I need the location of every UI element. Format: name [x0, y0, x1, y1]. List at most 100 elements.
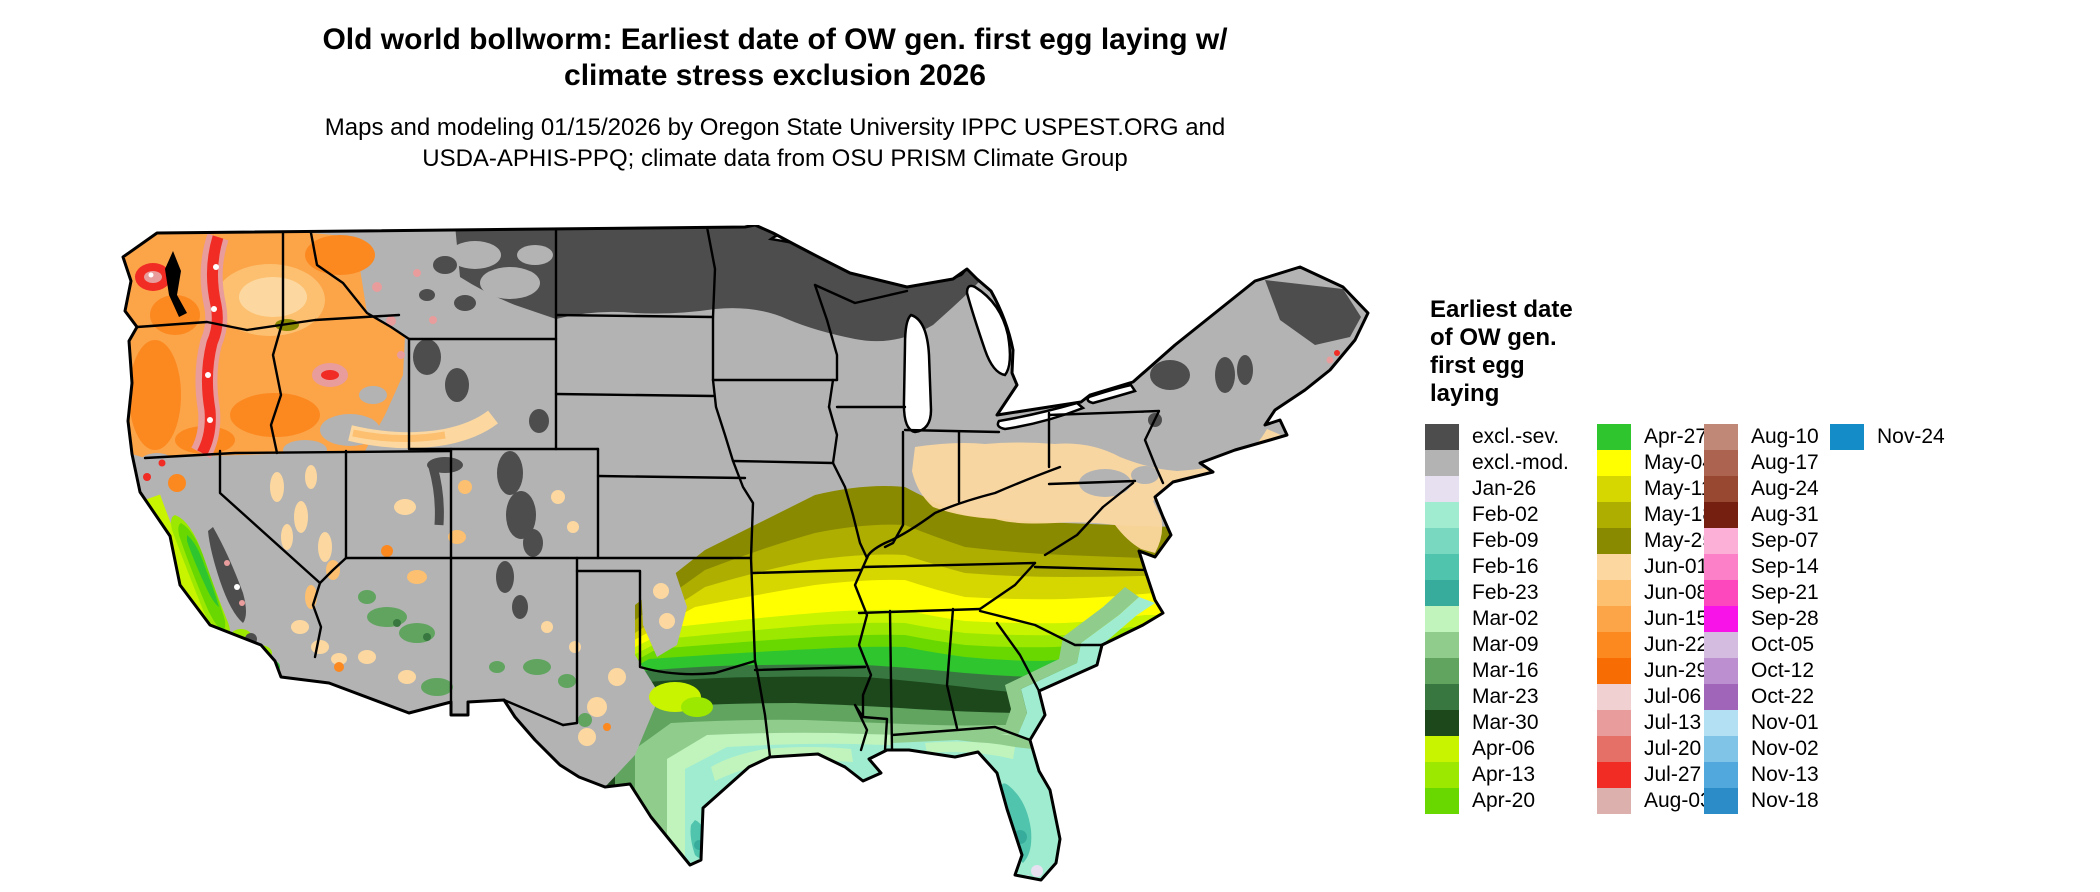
legend-item: Mar-09	[1425, 632, 1569, 658]
legend-label: Jul-13	[1644, 711, 1702, 734]
legend-item: Apr-13	[1425, 762, 1569, 788]
page-subtitle: Maps and modeling 01/15/2026 by Oregon S…	[0, 112, 1550, 174]
legend-title: Earliest date of OW gen. first egg layin…	[1430, 296, 1573, 407]
page-title: Old world bollworm: Earliest date of OW …	[0, 22, 1550, 94]
legend-swatch	[1704, 684, 1738, 710]
legend-swatch	[1704, 424, 1738, 450]
legend-label: May-18	[1644, 503, 1715, 526]
legend-label: Nov-02	[1751, 737, 1819, 760]
legend-item: Nov-01	[1704, 710, 1819, 736]
legend-item: Aug-10	[1704, 424, 1819, 450]
legend-swatch	[1704, 502, 1738, 528]
legend-swatch	[1425, 502, 1459, 528]
legend-swatch	[1704, 450, 1738, 476]
legend-item: Sep-07	[1704, 528, 1819, 554]
legend-label: Aug-17	[1751, 451, 1819, 474]
legend-item: Feb-23	[1425, 580, 1569, 606]
legend-label: Aug-10	[1751, 425, 1819, 448]
page-title-line1: Old world bollworm: Earliest date of OW …	[322, 23, 1228, 56]
legend-label: Jul-20	[1644, 737, 1702, 760]
legend-label: Jul-06	[1644, 685, 1702, 708]
legend-swatch	[1704, 554, 1738, 580]
legend-label: excl.-mod.	[1472, 451, 1569, 474]
legend-item: Sep-14	[1704, 554, 1819, 580]
legend-label: Apr-27	[1644, 425, 1708, 448]
legend-swatch	[1597, 450, 1631, 476]
legend-label: Sep-07	[1751, 529, 1819, 552]
legend-label: Oct-05	[1751, 633, 1815, 656]
legend-item: Oct-05	[1704, 632, 1819, 658]
legend-item: excl.-sev.	[1425, 424, 1569, 450]
legend-item: Jul-13	[1597, 710, 1714, 736]
page-subtitle-line2: USDA-APHIS-PPQ; climate data from OSU PR…	[422, 145, 1128, 172]
legend-item: Mar-23	[1425, 684, 1569, 710]
legend-swatch	[1597, 788, 1631, 814]
legend-swatch	[1597, 502, 1631, 528]
legend-swatch	[1704, 736, 1738, 762]
legend-label: Oct-22	[1751, 685, 1815, 708]
legend-swatch	[1425, 788, 1459, 814]
legend-label: Apr-20	[1472, 789, 1536, 812]
legend-item: May-18	[1597, 502, 1714, 528]
legend-swatch	[1425, 450, 1459, 476]
legend-item: May-11	[1597, 476, 1714, 502]
legend-label: Feb-02	[1472, 503, 1539, 526]
legend-swatch	[1597, 424, 1631, 450]
legend-label: Mar-23	[1472, 685, 1539, 708]
legend-item: Apr-20	[1425, 788, 1569, 814]
page-title-line2: climate stress exclusion 2026	[564, 59, 986, 92]
conus-outline	[121, 225, 1370, 882]
legend-swatch	[1597, 658, 1631, 684]
legend-label: Nov-01	[1751, 711, 1819, 734]
legend-swatch	[1704, 606, 1738, 632]
legend-swatch	[1597, 554, 1631, 580]
legend-swatch	[1597, 606, 1631, 632]
legend-item: Nov-24	[1830, 424, 1945, 450]
legend-item: Apr-27	[1597, 424, 1714, 450]
legend-label: Jul-27	[1644, 763, 1702, 786]
legend-item: Apr-06	[1425, 736, 1569, 762]
legend-item: Oct-12	[1704, 658, 1819, 684]
legend-item: Feb-02	[1425, 502, 1569, 528]
legend-swatch	[1704, 762, 1738, 788]
legend-label: Aug-24	[1751, 477, 1819, 500]
legend-label: Aug-31	[1751, 503, 1819, 526]
legend-label: May-25	[1644, 529, 1715, 552]
legend-item: Aug-03	[1597, 788, 1714, 814]
legend-swatch	[1597, 476, 1631, 502]
legend-label: Feb-09	[1472, 529, 1539, 552]
legend-item: Jun-22	[1597, 632, 1714, 658]
legend-column-4: Nov-24	[1830, 424, 1945, 450]
legend-label: Jun-08	[1644, 581, 1709, 604]
legend-label: Mar-16	[1472, 659, 1539, 682]
legend-item: May-04	[1597, 450, 1714, 476]
legend-item: Sep-28	[1704, 606, 1819, 632]
legend-swatch	[1425, 658, 1459, 684]
legend-swatch	[1425, 762, 1459, 788]
legend-swatch	[1704, 658, 1738, 684]
legend-swatch	[1597, 710, 1631, 736]
legend-item: Feb-16	[1425, 554, 1569, 580]
legend-item: Aug-17	[1704, 450, 1819, 476]
legend-item: Jun-29	[1597, 658, 1714, 684]
legend-swatch	[1704, 476, 1738, 502]
legend-label: Nov-13	[1751, 763, 1819, 786]
legend-swatch	[1425, 528, 1459, 554]
legend-swatch	[1425, 684, 1459, 710]
legend-label: Sep-28	[1751, 607, 1819, 630]
legend-label: Sep-14	[1751, 555, 1819, 578]
legend-swatch	[1830, 424, 1864, 450]
legend-column-2: Apr-27 May-04 May-11 May-18 May-25 Jun-01 Jun-…	[1597, 424, 1714, 814]
legend-item: Aug-24	[1704, 476, 1819, 502]
legend-label: Feb-23	[1472, 581, 1539, 604]
legend-swatch	[1425, 606, 1459, 632]
legend-item: Jun-01	[1597, 554, 1714, 580]
legend-column-1: excl.-sev. excl.-mod. Jan-26 Feb-02 Feb-09 Fe…	[1425, 424, 1569, 814]
legend-swatch	[1425, 424, 1459, 450]
legend-item: Jul-06	[1597, 684, 1714, 710]
conus-map	[115, 225, 1371, 885]
legend-swatch	[1425, 476, 1459, 502]
legend-label: Sep-21	[1751, 581, 1819, 604]
legend-label: Aug-03	[1644, 789, 1712, 812]
legend-label: Feb-16	[1472, 555, 1539, 578]
